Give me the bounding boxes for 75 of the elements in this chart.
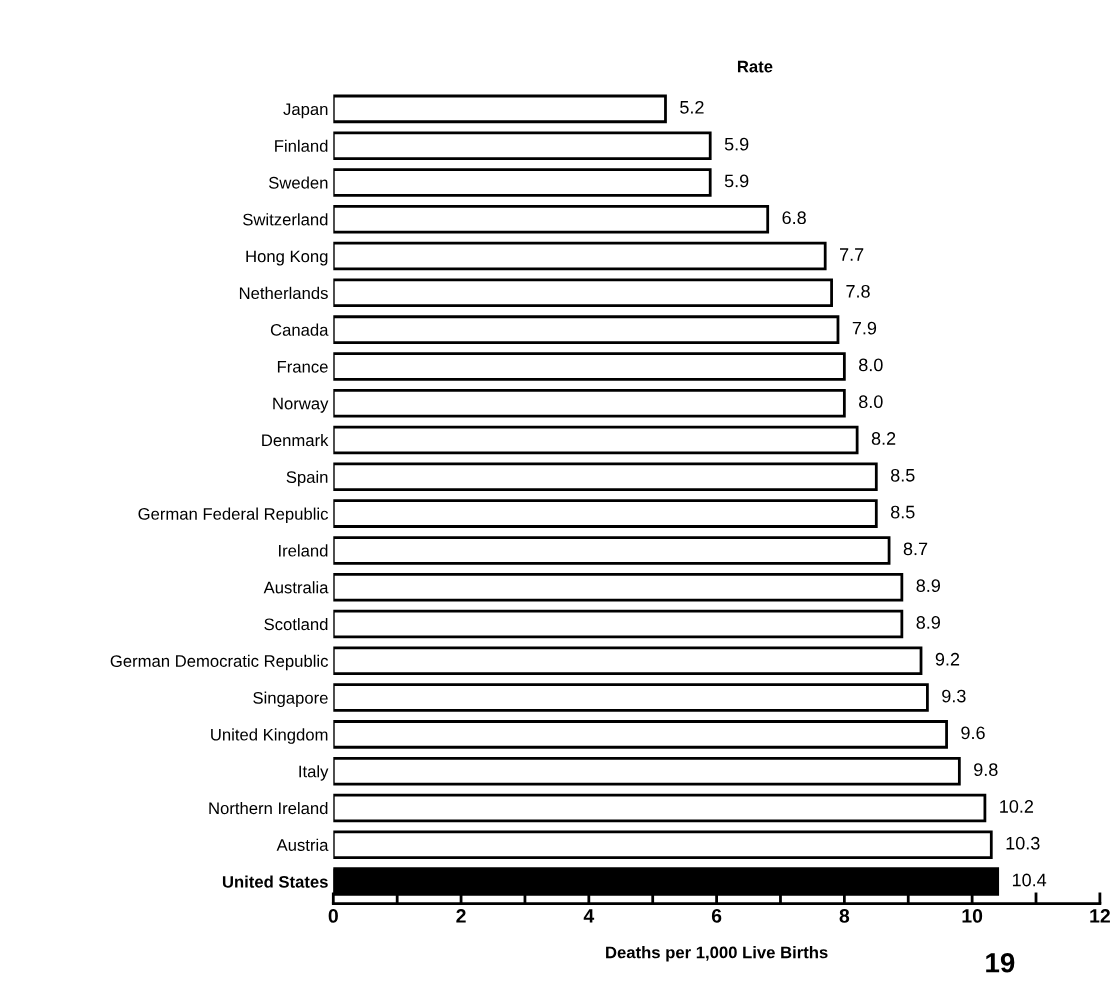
y-tick-label: German Democratic Republic: [110, 654, 329, 671]
bar: [333, 462, 878, 492]
y-tick-label: Italy: [299, 765, 329, 781]
x-tick-label: 0: [328, 909, 338, 923]
data-label: 8.5: [890, 505, 915, 519]
y-tick-label: Sweden: [268, 176, 328, 189]
y-tick-label: Finland: [275, 139, 328, 152]
x-tick-label: 8: [839, 909, 850, 923]
data-label: 10.4: [1012, 873, 1047, 887]
bar: [333, 683, 929, 712]
bar: [333, 646, 923, 676]
data-label: 7.7: [840, 248, 864, 261]
x-tick-label: 12: [1090, 909, 1110, 923]
bar: [333, 756, 961, 786]
bar: [333, 241, 827, 271]
data-label: 9.3: [942, 689, 966, 703]
data-label: 8.7: [903, 542, 928, 556]
y-tick-label: Ireland: [279, 544, 328, 557]
x-axis-title: Deaths per 1,000 Live Births: [606, 946, 828, 962]
data-label: 7.8: [846, 284, 870, 298]
bar: [333, 94, 667, 124]
y-tick-label: German Federal Republic: [138, 507, 329, 524]
y-tick-label: Austria: [276, 838, 329, 851]
bar: [333, 131, 712, 160]
bar: [333, 388, 846, 418]
data-label: 8.5: [890, 468, 915, 482]
data-label: 6.8: [782, 211, 806, 225]
bar: [333, 720, 948, 749]
bar: [333, 278, 833, 308]
x-tick-label: 4: [583, 909, 595, 923]
y-tick-label: Northern Ireland: [209, 801, 328, 815]
y-tick-label: France: [277, 361, 328, 373]
y-tick-label: Australia: [263, 581, 329, 594]
y-tick-label: Japan: [283, 103, 328, 119]
data-label: 10.2: [1000, 800, 1034, 813]
data-label: 5.2: [680, 100, 704, 114]
y-tick-label: Canada: [270, 323, 329, 336]
bar: [333, 572, 904, 602]
text: Rate: [737, 60, 773, 73]
data-label: 8.9: [916, 616, 940, 629]
text: 19: [986, 952, 1015, 973]
data-label: 8.9: [916, 579, 940, 593]
y-tick-label: Netherlands: [239, 286, 328, 300]
y-tick-label: Spain: [286, 470, 328, 487]
bar: [333, 830, 993, 860]
y-tick-label: Hong Kong: [246, 250, 328, 266]
y-tick-label: Switzerland: [243, 213, 328, 226]
bar: [333, 204, 770, 234]
data-label: 8.0: [859, 358, 883, 372]
data-label: 7.9: [852, 321, 877, 335]
y-tick-label: Denmark: [262, 433, 329, 447]
data-label: 9.2: [935, 652, 960, 666]
x-tick-label: 10: [962, 909, 983, 923]
data-label: 9.6: [961, 726, 985, 740]
y-tick-label: Norway: [273, 397, 329, 413]
bar: [333, 315, 840, 344]
y-tick-label: Scotland: [264, 617, 328, 631]
y-tick-label: Singapore: [253, 691, 328, 708]
bar: [333, 499, 878, 528]
bar: [333, 793, 987, 823]
bar: [333, 425, 859, 455]
data-label: 8.2: [871, 432, 896, 445]
x-tick-label: 6: [711, 909, 722, 923]
data-label: 10.3: [1006, 836, 1040, 850]
data-label: 5.9: [724, 137, 749, 151]
data-label: 9.8: [974, 763, 998, 777]
bar: [333, 168, 712, 197]
y-tick-label: United Kingdom: [211, 728, 328, 744]
bar: [333, 536, 891, 565]
data-label: 5.9: [724, 174, 749, 188]
y-tick-label: United States: [222, 875, 328, 888]
x-tick-label: 2: [456, 909, 466, 923]
bar: [333, 352, 846, 381]
data-label: 8.0: [859, 395, 883, 409]
bar: [333, 609, 904, 639]
